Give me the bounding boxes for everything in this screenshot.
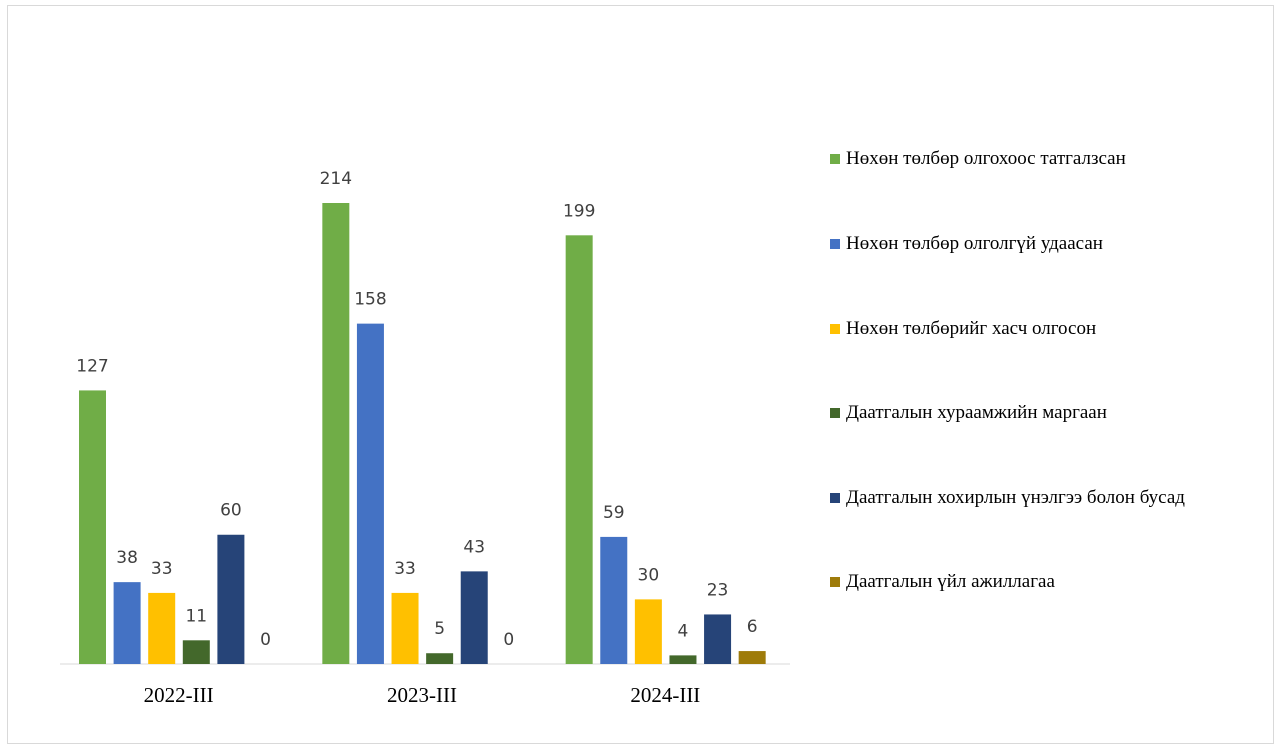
legend-swatch [830, 154, 840, 164]
legend-label: Нөхөн төлбөр олголгүй удаасан [846, 233, 1103, 254]
value-label: 60 [220, 501, 242, 521]
legend-swatch [830, 577, 840, 587]
value-label: 30 [638, 565, 660, 585]
bar [704, 614, 732, 664]
value-label: 127 [76, 356, 108, 376]
x-tick-label: 2024-III [630, 683, 700, 707]
value-label: 11 [185, 606, 207, 626]
bar [391, 592, 419, 664]
bar [217, 534, 245, 664]
legend-label: Даатгалын хураамжийн маргаан [846, 402, 1107, 423]
bar [79, 390, 106, 664]
legend-label: Даатгалын үйл ажиллагаа [846, 571, 1055, 592]
legend-swatch [830, 493, 840, 503]
bar [669, 655, 697, 664]
value-label: 0 [260, 630, 271, 650]
bar [600, 536, 628, 664]
legend-item: Нөхөн төлбөр олгохоос татгалзсан [830, 148, 1250, 170]
legend-label: Нөхөн төлбөрийг хасч олгосон [846, 318, 1097, 339]
value-label: 158 [354, 290, 386, 310]
value-label: 6 [747, 617, 758, 637]
bar [426, 653, 454, 664]
bar [182, 640, 210, 664]
bar [634, 599, 662, 664]
legend-swatch [830, 239, 840, 249]
bar [460, 571, 488, 664]
value-label: 33 [394, 559, 416, 579]
legend-label: Нөхөн төлбөр олгохоос татгалзсан [846, 148, 1126, 169]
legend-swatch [830, 324, 840, 334]
bar [148, 592, 176, 664]
value-label: 38 [116, 548, 138, 568]
bar [113, 582, 141, 664]
value-label: 33 [151, 559, 173, 579]
value-label: 214 [320, 169, 352, 189]
value-label: 199 [563, 201, 595, 221]
legend-item: Даатгалын хураамжийн маргаан [830, 402, 1250, 424]
legend-item: Даатгалын хохирлын үнэлгээ болон бусад [830, 487, 1250, 509]
value-label: 23 [707, 580, 729, 600]
value-label: 5 [434, 619, 445, 639]
legend-item: Нөхөн төлбөр олголгүй удаасан [830, 233, 1250, 255]
legend-label: Даатгалын хохирлын үнэлгээ болон бусад [846, 487, 1185, 508]
value-label: 59 [603, 503, 625, 523]
legend-item: Даатгалын үйл ажиллагаа [830, 571, 1250, 593]
bar [738, 651, 766, 664]
value-label: 43 [463, 537, 485, 557]
value-label: 4 [678, 621, 689, 641]
legend-item: Нөхөн төлбөрийг хасч олгосон [830, 318, 1250, 340]
chart-frame [7, 5, 1274, 744]
x-tick-label: 2022-III [144, 683, 214, 707]
x-tick-label: 2023-III [387, 683, 457, 707]
bar [565, 235, 593, 664]
bar [322, 203, 350, 664]
legend-swatch [830, 408, 840, 418]
bar [356, 323, 384, 664]
value-label: 0 [503, 630, 514, 650]
